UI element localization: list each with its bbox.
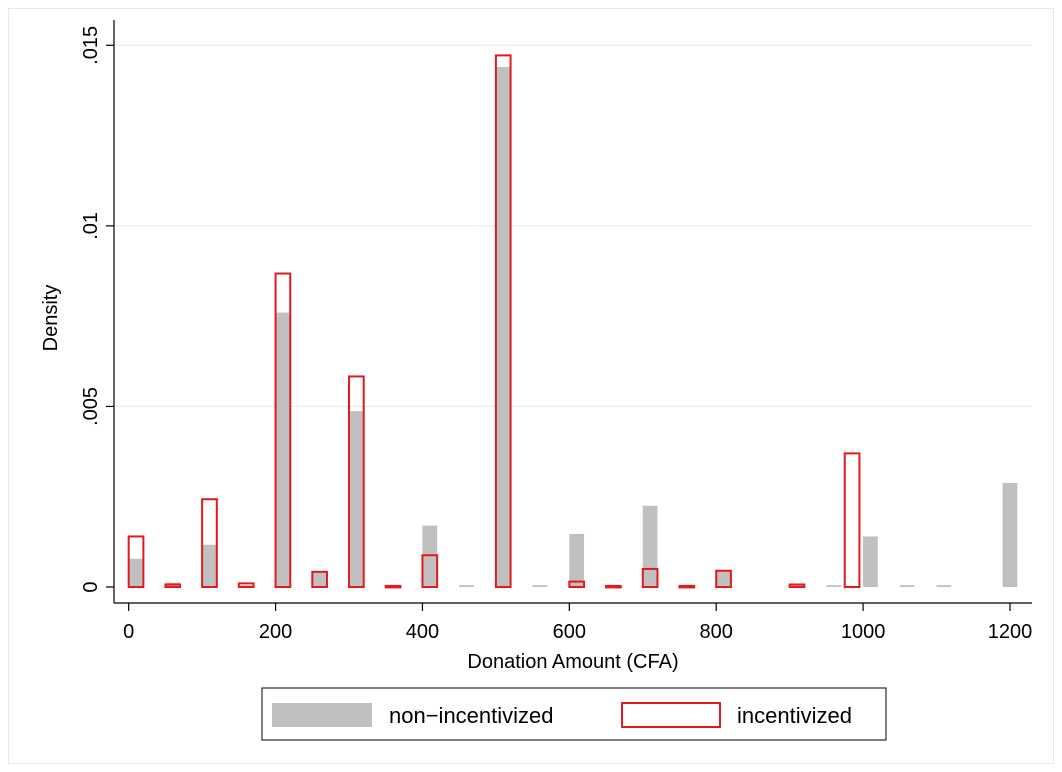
- legend-label-non-incentivized: non−incentivized: [389, 703, 554, 728]
- legend-label-incentivized: incentivized: [737, 703, 852, 728]
- y-tick-label-0: 0: [80, 581, 102, 592]
- bar-non-incentivized-12: [569, 533, 585, 587]
- bar-non-incentivized-8: [422, 525, 438, 587]
- x-tick-label-5: 1000: [841, 621, 886, 643]
- bar-incentivized-14: [715, 569, 732, 589]
- bar-incentivized-9: [494, 54, 512, 589]
- x-tick-label-2: 400: [406, 621, 439, 643]
- bar-incentivized-13: [678, 584, 696, 589]
- bar-non-incentivized-21: [936, 585, 952, 587]
- bar-incentivized-1: [164, 583, 182, 589]
- bar-non-incentivized-4: [275, 312, 291, 587]
- legend: non−incentivized incentivized: [261, 687, 887, 741]
- series-non-incentivized: [128, 66, 1018, 588]
- bar-incentivized-0: [127, 535, 145, 589]
- y-tick-label-2: .01: [80, 212, 102, 240]
- bar-incentivized-2: [201, 498, 218, 588]
- x-tick-label-1: 200: [259, 621, 292, 643]
- bar-non-incentivized-10: [495, 66, 511, 588]
- grid-lines: [114, 44, 1032, 408]
- y-tick-label-1: .005: [80, 387, 102, 426]
- bar-incentivized-15: [788, 583, 806, 589]
- bar-incentivized-7: [384, 584, 402, 589]
- bar-incentivized-6: [348, 375, 365, 588]
- bar-incentivized-16: [843, 452, 861, 588]
- bar-incentivized-4: [274, 272, 292, 588]
- bar-incentivized-11: [605, 584, 622, 589]
- x-axis-title: Donation Amount (CFA): [467, 651, 678, 673]
- x-tick-label-0: 0: [123, 621, 134, 643]
- y-axis-title: Density: [40, 285, 62, 352]
- bar-incentivized-8: [421, 554, 439, 589]
- bar-incentivized-3: [237, 582, 255, 589]
- bar-incentivized-5: [311, 570, 328, 589]
- bar-non-incentivized-0: [128, 558, 144, 587]
- y-tick-label-3: .015: [80, 26, 102, 65]
- bar-non-incentivized-11: [532, 585, 548, 587]
- legend-swatch-incentivized: [621, 702, 721, 728]
- x-tick-label-4: 800: [700, 621, 733, 643]
- bar-non-incentivized-5: [312, 571, 327, 587]
- x-tick-label-6: 1200: [988, 621, 1033, 643]
- bar-non-incentivized-14: [642, 505, 658, 587]
- series-incentivized: [127, 54, 861, 589]
- axes: 0 .005 .01 .015 0 200 400 600 800 1000 1200: [80, 20, 1032, 643]
- legend-swatch-non-incentivized: [272, 703, 372, 727]
- bar-non-incentivized-19: [863, 536, 878, 587]
- bar-non-incentivized-20: [899, 585, 915, 587]
- x-tick-label-3: 600: [553, 621, 586, 643]
- bar-non-incentivized-16: [716, 570, 731, 587]
- bar-non-incentivized-2: [202, 544, 217, 587]
- bar-incentivized-12: [641, 567, 659, 589]
- bar-non-incentivized-9: [459, 585, 474, 587]
- chart-frame: [8, 8, 1054, 764]
- bar-incentivized-10: [568, 580, 586, 589]
- bar-non-incentivized-6: [349, 411, 364, 587]
- bar-non-incentivized-18: [826, 585, 842, 587]
- bar-non-incentivized-22: [1002, 482, 1018, 587]
